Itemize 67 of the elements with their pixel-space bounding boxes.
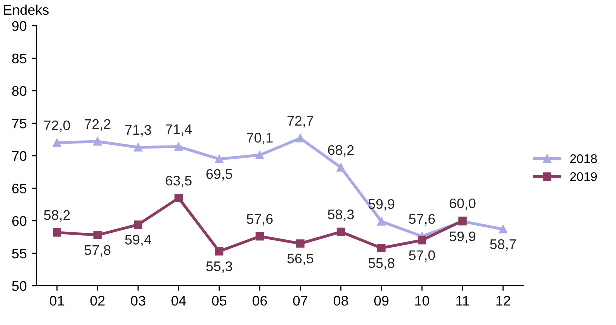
data-label: 72,2 — [84, 119, 111, 131]
data-label: 59,9 — [450, 232, 476, 244]
y-tick-label: 60 — [12, 216, 27, 226]
point — [215, 247, 224, 256]
point — [174, 142, 184, 152]
x-tick-label: 10 — [416, 296, 430, 306]
data-label: 71,3 — [126, 125, 152, 137]
x-tick-label: 12 — [496, 296, 510, 306]
x-tick-label: 05 — [212, 296, 227, 306]
x-tick-label: 02 — [90, 296, 105, 306]
point — [377, 217, 386, 226]
point — [499, 225, 508, 234]
point — [296, 240, 305, 248]
y-tick-label: 70 — [12, 151, 27, 162]
data-label: 70,1 — [247, 133, 273, 145]
data-label: 57,0 — [409, 250, 436, 262]
point — [296, 134, 305, 143]
x-tick-label: 04 — [172, 296, 186, 306]
point — [53, 138, 62, 148]
point — [94, 231, 102, 240]
x-tick-label: 08 — [334, 296, 348, 306]
y-tick-label: 90 — [12, 21, 27, 32]
y-tick-label: 50 — [12, 281, 27, 292]
y-tick-label: 85 — [12, 54, 27, 64]
data-label: 59,4 — [125, 234, 152, 246]
data-label: 69,5 — [206, 169, 232, 181]
data-label: 56,5 — [288, 254, 314, 266]
data-label: 58,2 — [44, 210, 70, 222]
data-label: 72,0 — [44, 120, 70, 132]
data-label: 71,4 — [166, 124, 192, 136]
data-label: 59,9 — [368, 199, 395, 211]
point — [336, 228, 346, 236]
data-label: 57,8 — [84, 245, 111, 257]
point — [215, 155, 224, 164]
point — [174, 194, 184, 202]
point — [256, 232, 264, 241]
point — [53, 228, 62, 237]
y-tick-label: 75 — [12, 118, 27, 129]
point — [336, 164, 346, 172]
x-tick-label: 11 — [456, 296, 470, 306]
data-label: 60,0 — [450, 198, 476, 210]
data-label: 55,8 — [368, 258, 395, 270]
x-tick-label: 06 — [252, 296, 268, 306]
data-label: 72,7 — [288, 116, 314, 128]
y-tick-label: 80 — [12, 86, 27, 96]
point — [134, 220, 143, 230]
data-label: 63,5 — [166, 176, 192, 188]
data-label: 58,7 — [490, 240, 516, 252]
point — [256, 151, 264, 160]
point — [94, 138, 102, 146]
x-tick-label: 07 — [293, 296, 308, 306]
data-label: 57,6 — [247, 214, 273, 226]
legend-label: 2019 — [570, 172, 598, 182]
point — [377, 244, 386, 252]
x-tick-label: 01 — [50, 296, 64, 306]
data-label: 68,2 — [328, 145, 354, 157]
y-tick-label: 65 — [12, 184, 27, 194]
data-label: 58,3 — [328, 210, 354, 222]
data-label: 57,6 — [409, 214, 436, 226]
y-axis-title: Endeks — [4, 4, 49, 16]
x-tick-label: 03 — [131, 296, 146, 306]
legend-label: 2018 — [570, 154, 598, 164]
point — [418, 236, 426, 245]
point — [134, 143, 143, 152]
data-label: 55,3 — [206, 262, 232, 274]
y-tick-label: 55 — [12, 248, 27, 259]
x-tick-label: 09 — [374, 296, 389, 306]
